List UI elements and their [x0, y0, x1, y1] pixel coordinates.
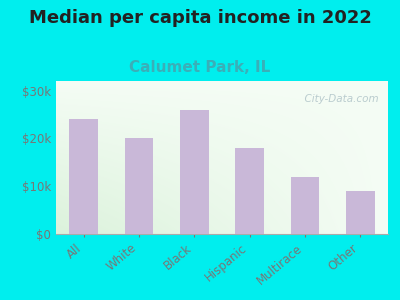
Text: Calumet Park, IL: Calumet Park, IL [129, 60, 271, 75]
Bar [125, 138, 153, 234]
Bar [346, 191, 375, 234]
Bar [180, 110, 209, 234]
Bar [291, 177, 319, 234]
Bar [235, 148, 264, 234]
Text: Median per capita income in 2022: Median per capita income in 2022 [28, 9, 372, 27]
Bar [69, 119, 98, 234]
Text: City-Data.com: City-Data.com [298, 94, 379, 104]
